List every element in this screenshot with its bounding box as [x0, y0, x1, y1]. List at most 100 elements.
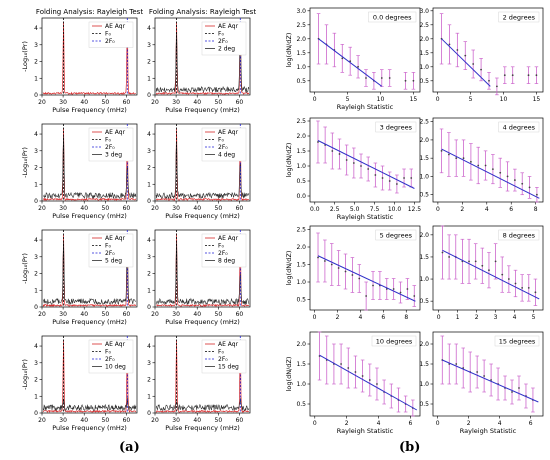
x-tick-label: 20 — [38, 205, 46, 212]
x-tick-label: 10 — [377, 96, 385, 103]
legend-label: 3 degrees — [380, 124, 413, 132]
data-point — [501, 273, 504, 276]
legend-label: 5 deg — [105, 258, 122, 265]
distribution-panel: 0 2 4 6 0.5 1.0 1.5 2.0 Rayleigh Statistic 15 deg… — [419, 331, 544, 435]
y-tick-label: 2.0 — [296, 36, 306, 43]
fit-line — [319, 354, 418, 411]
data-point — [521, 286, 524, 289]
x-tick-label: 4 — [498, 420, 502, 427]
x-tick-label: 40 — [193, 205, 201, 212]
y-tick-label: 4 — [34, 25, 38, 32]
plot-frame — [309, 117, 421, 203]
legend-box — [498, 11, 540, 23]
x-tick-label: 50 — [215, 205, 223, 212]
x-axis-label: Pulse Frequency (mHz) — [52, 424, 127, 432]
legend-label: 8 degrees — [503, 232, 536, 240]
series-ae-aqr — [43, 339, 137, 414]
data-point — [481, 264, 484, 267]
series-ae-aqr — [155, 128, 250, 202]
data-point — [403, 177, 405, 179]
plot-frame — [154, 17, 251, 96]
legend-label: AE Aqr — [105, 235, 126, 242]
x-tick-label: 60 — [236, 417, 244, 424]
legend-label: 2F₀ — [105, 144, 115, 151]
x-tick-label: 12.5 — [408, 206, 422, 213]
y-tick-label: 1 — [34, 75, 38, 82]
y-tick-label: 1 — [147, 181, 151, 188]
y-tick-label: 3 — [147, 360, 151, 367]
x-tick-label: 4 — [359, 314, 363, 321]
y-tick-label: 2.0 — [296, 133, 306, 140]
legend-box — [368, 11, 417, 23]
x-tick-label: 30 — [172, 205, 180, 212]
y-tick-label: 2 — [147, 165, 151, 172]
x-axis-label: Pulse Frequency (mHz) — [52, 318, 127, 326]
fit-line — [441, 38, 491, 87]
legend-label: F₀ — [218, 137, 224, 144]
data-point — [365, 295, 368, 297]
x-tick-label: 0 — [436, 96, 440, 103]
legend-label: AE Aqr — [105, 341, 126, 348]
x-tick-label: 2 — [336, 314, 340, 321]
periodogram-panel: 20 30 40 50 60 0 1 2 3 4 Pulse Frequency (mHz) -Log… — [21, 8, 143, 114]
data-point — [331, 150, 334, 152]
x-tick-label: 2 — [345, 420, 349, 427]
fit-line — [317, 140, 415, 189]
plot-frame — [309, 7, 421, 93]
data-point — [345, 159, 348, 161]
data-point — [456, 49, 459, 51]
x-tick-label: 50 — [102, 99, 110, 106]
legend-label: 2F₀ — [105, 38, 115, 45]
data-point — [518, 387, 520, 389]
y-tick-label: 2 — [147, 271, 151, 278]
legend-box — [494, 335, 540, 347]
x-tick-label: 40 — [80, 99, 88, 106]
y-tick-label: 3 — [34, 254, 38, 261]
series-ae-aqr — [42, 21, 136, 95]
x-tick-label: 15 — [410, 96, 418, 103]
x-axis-label: Rayleigh Statistic — [337, 103, 394, 111]
data-point — [494, 260, 497, 263]
legend-label: 15 deg — [218, 364, 239, 371]
y-tick-label: 3 — [34, 148, 38, 155]
plot-frame — [154, 123, 251, 202]
legend-label: 2F₀ — [105, 250, 115, 257]
data-point — [472, 63, 475, 65]
x-tick-label: 0 — [313, 314, 317, 321]
data-point — [464, 54, 467, 57]
legend-label: 8 deg — [218, 258, 235, 265]
legend-label: 3 deg — [105, 152, 122, 159]
y-tick-label: 1.0 — [419, 381, 429, 388]
y-tick-label: 1.5 — [296, 262, 306, 269]
data-point — [506, 175, 509, 178]
legend-label: 0.0 degrees — [373, 14, 412, 22]
x-tick-label: 40 — [80, 417, 88, 424]
data-point — [477, 164, 480, 167]
data-point — [528, 186, 531, 189]
data-point — [337, 267, 340, 269]
data-point — [347, 367, 350, 369]
x-axis-label: Rayleigh Statistic — [337, 427, 394, 435]
y-tick-label: 1.0 — [296, 64, 306, 71]
data-point — [511, 74, 514, 77]
x-tick-label: 20 — [38, 99, 46, 106]
y-tick-label: 1 — [147, 393, 151, 400]
x-axis-label: Rayleigh Statistic — [460, 427, 517, 435]
data-point — [535, 74, 538, 77]
periodogram-panel: 20 30 40 50 60 0 1 2 3 4 Pulse Frequency (mHz) -Log… — [21, 335, 138, 432]
y-tick-label: 1 — [147, 75, 151, 82]
data-point — [406, 288, 409, 290]
y-tick-label: 4 — [147, 131, 151, 138]
plot-frame — [432, 7, 544, 93]
y-tick-label: 1 — [34, 287, 38, 294]
y-tick-label: 2 — [147, 377, 151, 384]
x-tick-label: 40 — [193, 417, 201, 424]
legend-box — [371, 335, 417, 347]
y-tick-label: 2.5 — [296, 22, 306, 29]
series-degraded — [42, 397, 137, 412]
x-tick-label: 5 — [469, 96, 473, 103]
x-axis-label: Pulse Frequency (mHz) — [165, 212, 240, 220]
x-tick-label: 6 — [509, 206, 513, 213]
y-tick-label: 2.0 — [296, 244, 306, 251]
